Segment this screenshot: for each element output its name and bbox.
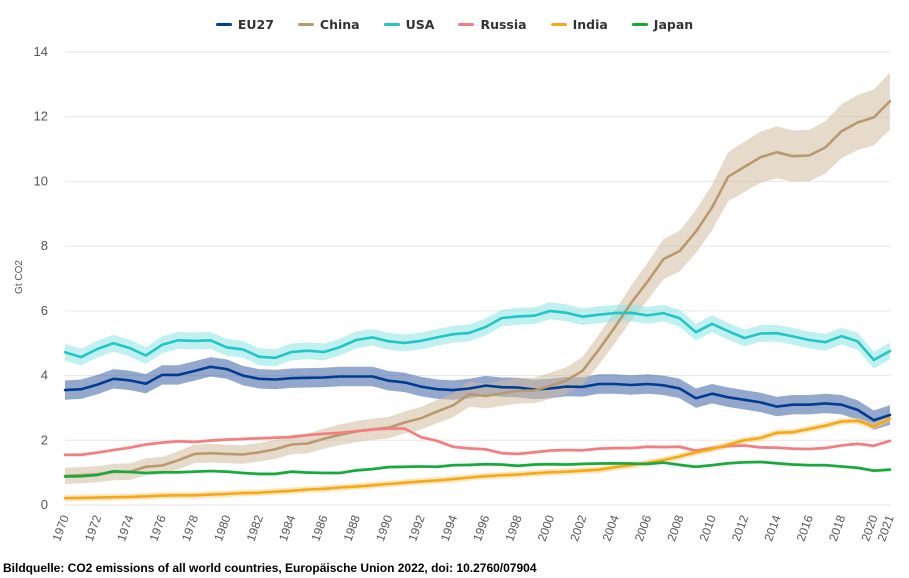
y-tick-label: 4 xyxy=(41,368,48,383)
line-japan xyxy=(63,460,892,478)
band-russia xyxy=(65,427,890,457)
x-tick-label: 1978 xyxy=(179,513,201,543)
x-tick-label: 2000 xyxy=(535,513,557,543)
x-tick-label: 2004 xyxy=(600,513,622,543)
x-tick-label: 1998 xyxy=(502,513,524,543)
legend-item-eu27[interactable]: EU27 xyxy=(215,17,274,32)
x-tick-label: 1994 xyxy=(438,513,460,543)
y-tick-label: 6 xyxy=(41,303,48,318)
band-usa xyxy=(65,302,890,369)
legend-label: EU27 xyxy=(237,17,274,32)
legend-label: China xyxy=(319,17,360,32)
x-tick-label: 2018 xyxy=(826,513,848,543)
legend-item-japan[interactable]: Japan xyxy=(631,17,694,32)
y-axis-ticks: 0 2 4 6 8 10 12 14 xyxy=(34,44,48,512)
legend-item-india[interactable]: India xyxy=(550,17,608,32)
y-tick-label: 8 xyxy=(41,238,48,253)
x-axis-ticks: 1970 1972 1974 1976 1978 1980 1982 1984 1986 1988… xyxy=(50,513,897,543)
y-tick-label: 2 xyxy=(41,432,48,447)
y-axis-label: Gt CO2 xyxy=(14,260,25,294)
x-tick-label: 1996 xyxy=(470,513,492,543)
x-tick-label: 1976 xyxy=(147,513,169,543)
x-tick-label: 1974 xyxy=(114,513,136,543)
x-tick-label: 2012 xyxy=(729,513,751,543)
x-tick-label: 1992 xyxy=(405,513,427,543)
x-tick-label: 2010 xyxy=(697,513,719,543)
x-tick-label: 2016 xyxy=(794,513,816,543)
x-tick-label: 1970 xyxy=(50,513,72,543)
x-tick-label: 2008 xyxy=(664,513,686,543)
legend-swatch xyxy=(215,23,232,26)
legend-swatch xyxy=(550,23,567,26)
legend-label: USA xyxy=(405,17,435,32)
x-tick-label: 1984 xyxy=(276,513,298,543)
x-tick-label: 1988 xyxy=(341,513,363,543)
legend-swatch xyxy=(297,23,314,26)
legend-item-usa[interactable]: USA xyxy=(383,17,435,32)
legend-swatch xyxy=(383,23,400,26)
legend-item-china[interactable]: China xyxy=(297,17,360,32)
x-tick-label: 1990 xyxy=(373,513,395,543)
line-eu27 xyxy=(63,365,892,422)
legend-label: Japan xyxy=(653,17,694,32)
x-tick-label: 2006 xyxy=(632,513,654,543)
source-caption: Bildquelle: CO2 emissions of all world c… xyxy=(3,561,537,575)
legend-item-russia[interactable]: Russia xyxy=(458,17,527,32)
band-china xyxy=(65,72,890,484)
legend-swatch xyxy=(458,23,475,26)
line-india xyxy=(63,417,892,500)
legend-label: India xyxy=(572,17,608,32)
y-tick-label: 12 xyxy=(34,109,48,124)
x-tick-label: 1986 xyxy=(308,513,330,543)
y-tick-label: 10 xyxy=(34,173,48,188)
x-tick-label: 2002 xyxy=(567,513,589,543)
line-usa xyxy=(63,309,892,362)
legend-swatch xyxy=(631,23,648,26)
y-tick-label: 0 xyxy=(41,497,48,512)
series-lines xyxy=(63,99,892,500)
line-russia xyxy=(63,427,892,457)
legend: EU27 China USA Russia India Japan xyxy=(0,17,909,32)
x-tick-label: 2014 xyxy=(761,513,783,543)
y-tick-label: 14 xyxy=(34,44,48,59)
x-tick-label: 1980 xyxy=(211,513,233,543)
x-tick-label: 1972 xyxy=(82,513,104,543)
legend-label: Russia xyxy=(480,17,527,32)
x-tick-label: 1982 xyxy=(244,513,266,543)
line-china xyxy=(63,99,892,478)
